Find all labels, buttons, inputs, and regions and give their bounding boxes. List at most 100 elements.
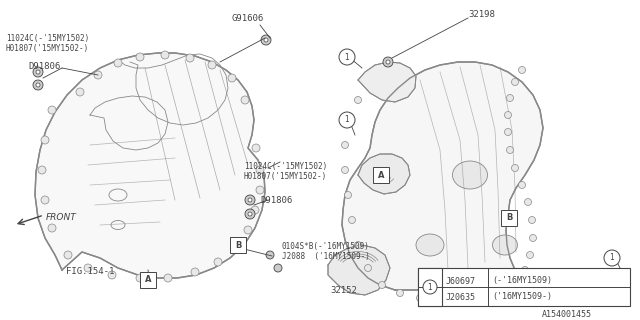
- Circle shape: [161, 51, 169, 59]
- Circle shape: [136, 53, 144, 61]
- Text: A: A: [378, 171, 384, 180]
- Circle shape: [506, 147, 513, 154]
- Text: 32152: 32152: [330, 286, 357, 295]
- Text: 32198: 32198: [468, 10, 495, 19]
- Circle shape: [38, 166, 46, 174]
- Circle shape: [522, 267, 529, 274]
- Circle shape: [245, 195, 255, 205]
- Bar: [230, 237, 246, 253]
- Circle shape: [349, 217, 355, 223]
- Polygon shape: [358, 62, 416, 102]
- Bar: [140, 272, 156, 288]
- Circle shape: [108, 271, 116, 279]
- Text: D91806: D91806: [28, 62, 60, 71]
- Text: H01807('15MY1502-): H01807('15MY1502-): [6, 44, 89, 53]
- Circle shape: [41, 196, 49, 204]
- Circle shape: [261, 35, 271, 45]
- Circle shape: [342, 141, 349, 148]
- Ellipse shape: [416, 234, 444, 256]
- Circle shape: [423, 280, 437, 294]
- Circle shape: [511, 164, 518, 172]
- Circle shape: [256, 166, 264, 174]
- Circle shape: [36, 83, 40, 87]
- Circle shape: [244, 226, 252, 234]
- Circle shape: [397, 290, 403, 297]
- Circle shape: [252, 144, 260, 152]
- Text: 1: 1: [428, 283, 433, 292]
- Circle shape: [241, 96, 249, 104]
- Circle shape: [477, 294, 483, 301]
- Circle shape: [64, 251, 72, 259]
- Text: A: A: [145, 276, 151, 284]
- Text: B: B: [506, 213, 512, 222]
- Circle shape: [256, 186, 264, 194]
- Text: A154001455: A154001455: [542, 310, 592, 319]
- Text: H01807('15MY1502-): H01807('15MY1502-): [244, 172, 327, 181]
- Circle shape: [41, 136, 49, 144]
- Circle shape: [248, 212, 252, 216]
- Circle shape: [529, 217, 536, 223]
- Circle shape: [344, 191, 351, 198]
- Circle shape: [248, 198, 252, 202]
- Text: ('16MY1509-): ('16MY1509-): [492, 292, 552, 301]
- Bar: [418, 268, 442, 306]
- Circle shape: [518, 181, 525, 188]
- Circle shape: [84, 264, 92, 272]
- Polygon shape: [35, 53, 265, 278]
- Circle shape: [264, 38, 268, 42]
- Polygon shape: [328, 245, 390, 295]
- Circle shape: [504, 129, 511, 135]
- Circle shape: [342, 166, 349, 173]
- Circle shape: [525, 198, 531, 205]
- Circle shape: [266, 251, 274, 259]
- Circle shape: [346, 116, 353, 124]
- Circle shape: [48, 224, 56, 232]
- Circle shape: [191, 268, 199, 276]
- Text: (-'16MY1509): (-'16MY1509): [492, 276, 552, 285]
- Bar: [501, 210, 517, 226]
- Circle shape: [529, 235, 536, 242]
- Circle shape: [511, 279, 518, 286]
- Circle shape: [436, 297, 444, 303]
- Polygon shape: [358, 154, 410, 194]
- Text: 1: 1: [344, 116, 349, 124]
- Text: 11024C(-'15MY1502): 11024C(-'15MY1502): [244, 162, 327, 171]
- Text: FRONT: FRONT: [46, 213, 77, 222]
- Text: 1: 1: [610, 253, 614, 262]
- Circle shape: [33, 67, 43, 77]
- Circle shape: [94, 71, 102, 79]
- Text: FIG.154-1: FIG.154-1: [66, 267, 115, 276]
- Circle shape: [339, 112, 355, 128]
- Text: 1: 1: [344, 52, 349, 61]
- Circle shape: [527, 252, 534, 259]
- Text: G91606: G91606: [232, 14, 264, 23]
- Circle shape: [386, 60, 390, 64]
- Circle shape: [228, 74, 236, 82]
- Circle shape: [497, 290, 504, 297]
- Circle shape: [136, 274, 144, 282]
- Circle shape: [504, 111, 511, 118]
- Circle shape: [518, 67, 525, 74]
- Circle shape: [383, 57, 393, 67]
- Circle shape: [232, 244, 240, 252]
- Circle shape: [274, 264, 282, 272]
- Circle shape: [417, 294, 424, 301]
- Text: B: B: [235, 241, 241, 250]
- Ellipse shape: [452, 161, 488, 189]
- Ellipse shape: [493, 235, 518, 255]
- Circle shape: [251, 206, 259, 214]
- Circle shape: [208, 61, 216, 69]
- Circle shape: [76, 88, 84, 96]
- Text: D91806: D91806: [260, 196, 292, 205]
- Circle shape: [456, 297, 463, 303]
- Circle shape: [511, 78, 518, 85]
- Text: J60697: J60697: [446, 276, 476, 285]
- Circle shape: [245, 209, 255, 219]
- Text: J2088  ('16MY1509-): J2088 ('16MY1509-): [282, 252, 370, 261]
- Circle shape: [355, 242, 362, 249]
- Circle shape: [186, 54, 194, 62]
- Circle shape: [164, 274, 172, 282]
- Circle shape: [506, 94, 513, 101]
- Circle shape: [378, 282, 385, 289]
- Circle shape: [36, 70, 40, 74]
